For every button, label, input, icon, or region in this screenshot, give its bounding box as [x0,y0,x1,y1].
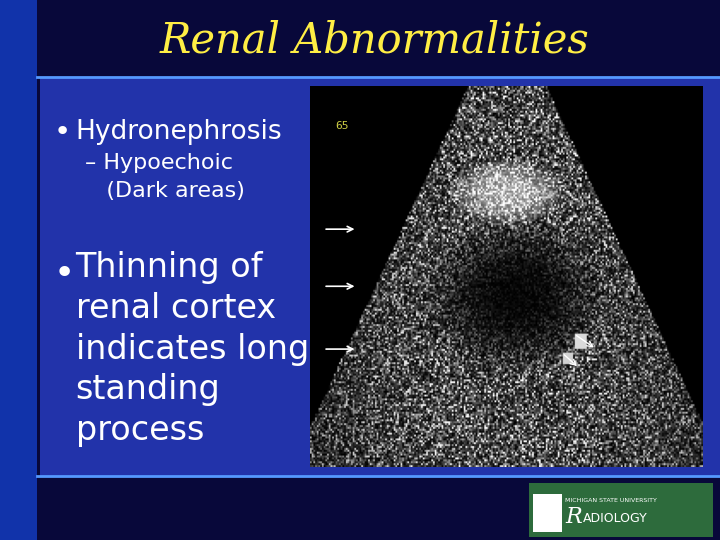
Text: •: • [54,118,71,146]
FancyBboxPatch shape [37,0,720,77]
Text: ADIOLOGY: ADIOLOGY [583,512,648,525]
Text: R: R [565,506,582,528]
Text: •: • [54,256,76,291]
FancyBboxPatch shape [0,0,37,540]
Text: – Hypoechoic
   (Dark areas): – Hypoechoic (Dark areas) [85,153,245,201]
Text: Thinning of
renal cortex
indicates long
standing
process: Thinning of renal cortex indicates long … [76,251,309,447]
Text: Renal Abnormalities: Renal Abnormalities [160,19,589,62]
FancyBboxPatch shape [37,476,720,540]
Text: MICHIGAN STATE UNIVERSITY: MICHIGAN STATE UNIVERSITY [565,498,657,503]
Text: Hydronephrosis: Hydronephrosis [76,119,282,145]
FancyBboxPatch shape [40,78,720,478]
FancyBboxPatch shape [529,483,713,537]
Text: 65: 65 [336,120,348,131]
FancyBboxPatch shape [533,494,562,532]
